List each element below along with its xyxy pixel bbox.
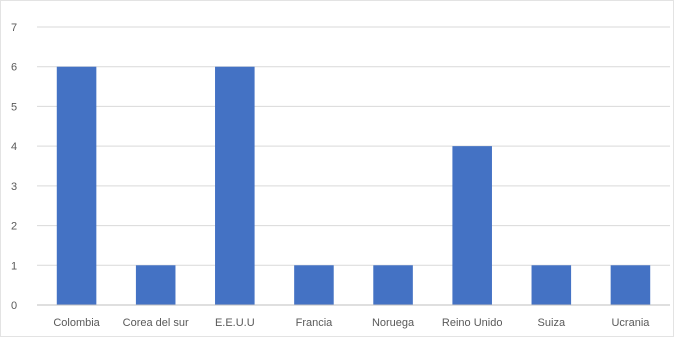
y-tick-label-2: 2 [11, 221, 17, 233]
y-tick-label-1: 1 [11, 260, 17, 272]
x-tick-label-francia: Francia [296, 317, 334, 329]
x-tick-label-noruega: Noruega [372, 317, 415, 329]
bars [56, 66, 651, 305]
x-tick-label-reino-unido: Reino Unido [442, 317, 503, 329]
bar-noruega [373, 265, 413, 305]
bar-colombia [56, 66, 97, 305]
y-tick-label-4: 4 [11, 141, 17, 153]
bar-suiza [531, 265, 572, 305]
y-axis-tick-labels: 0 1 2 3 4 5 6 7 [11, 22, 17, 312]
x-tick-label-corea-del-sur: Corea del sur [123, 317, 189, 329]
y-tick-label-3: 3 [11, 181, 17, 193]
x-tick-label-suiza: Suiza [538, 317, 566, 329]
y-tick-label-5: 5 [11, 101, 17, 113]
bar-reino-unido [452, 146, 492, 305]
x-axis-tick-labels: Colombia Corea del sur E.E.U.U Francia Norue… [53, 317, 650, 329]
y-tick-label-0: 0 [11, 300, 17, 312]
x-tick-label-colombia: Colombia [53, 317, 100, 329]
y-tick-label-6: 6 [11, 62, 17, 74]
bar-e-e-u-u [215, 66, 255, 305]
bar-corea-del-sur [135, 265, 176, 305]
bar-ucrania [610, 265, 651, 305]
bar-francia [294, 265, 334, 305]
x-tick-label-ucrania: Ucrania [611, 317, 650, 329]
y-tick-label-7: 7 [11, 22, 17, 34]
gridlines [37, 26, 670, 266]
x-tick-label-e-e-u-u: E.E.U.U [215, 317, 255, 329]
